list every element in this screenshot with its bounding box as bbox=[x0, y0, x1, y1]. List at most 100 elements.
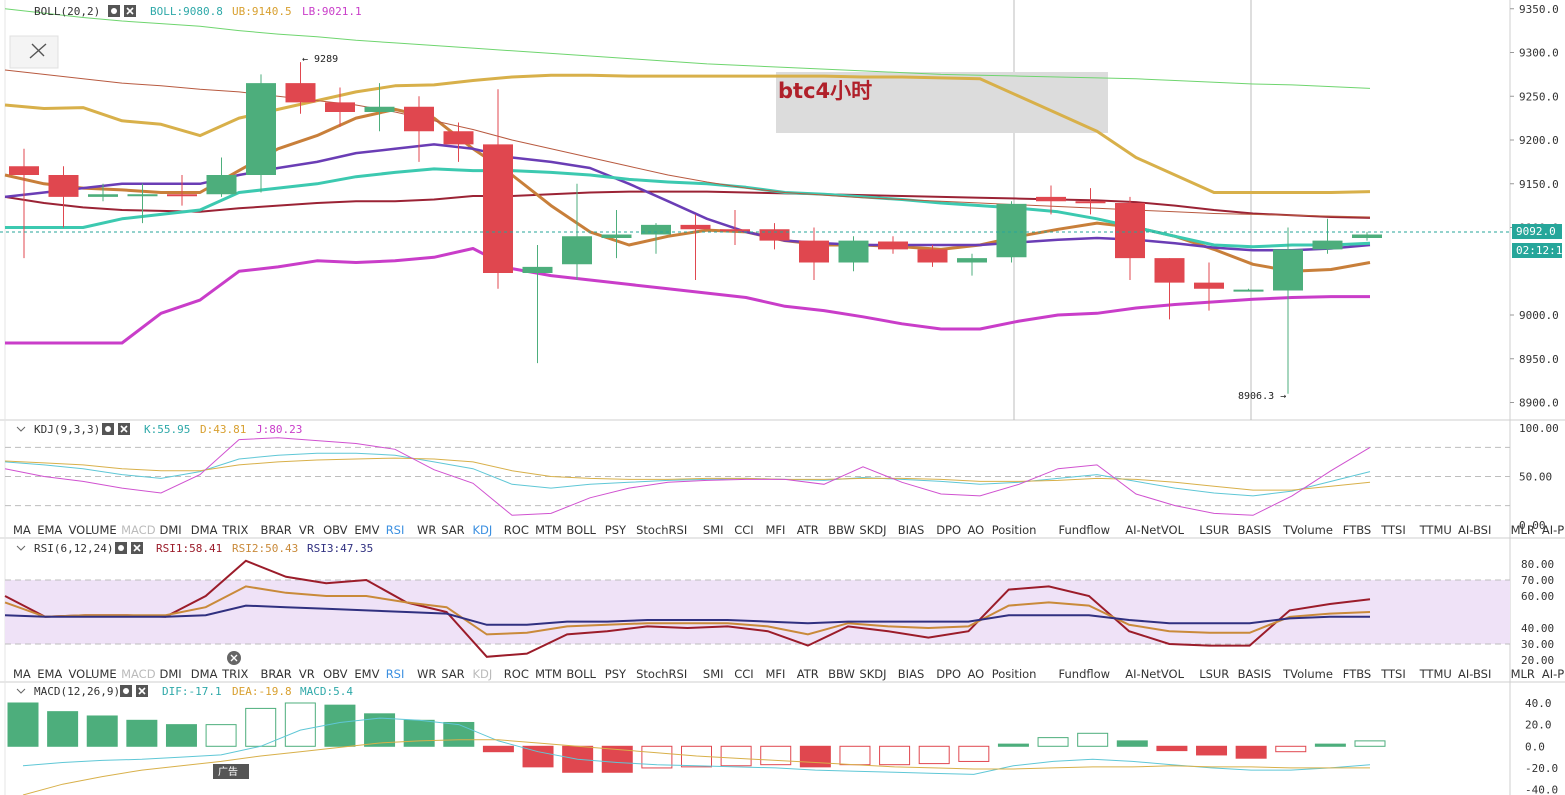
indicator-tab[interactable]: DMI bbox=[160, 667, 182, 681]
close-icon[interactable] bbox=[136, 685, 148, 697]
indicator-tab[interactable]: DMA bbox=[191, 523, 218, 537]
indicator-tab[interactable]: BOLL bbox=[566, 667, 596, 681]
indicator-tab[interactable]: DMI bbox=[160, 523, 182, 537]
indicator-tab[interactable]: AI-BSI bbox=[1458, 667, 1491, 681]
indicator-tab[interactable]: StochRSI bbox=[636, 667, 687, 681]
indicator-tab[interactable]: SAR bbox=[441, 667, 464, 681]
indicator-tab[interactable]: MACD bbox=[121, 667, 156, 681]
indicator-tab[interactable]: AI-PD bbox=[1542, 523, 1565, 537]
indicator-tab[interactable]: AO bbox=[968, 523, 985, 537]
indicator-tab[interactable]: DPO bbox=[936, 667, 961, 681]
indicator-tab[interactable]: BOLL bbox=[566, 523, 596, 537]
indicator-tab[interactable]: WR bbox=[417, 667, 436, 681]
indicator-tab[interactable]: BRAR bbox=[261, 667, 292, 681]
indicator-tab[interactable]: TVolume bbox=[1282, 523, 1333, 537]
indicator-tab[interactable]: ATR bbox=[797, 523, 819, 537]
indicator-tab[interactable]: SMI bbox=[703, 523, 724, 537]
indicator-tab[interactable]: TVolume bbox=[1282, 667, 1333, 681]
indicator-tab[interactable]: MACD bbox=[121, 523, 156, 537]
chevron-down-icon[interactable] bbox=[16, 426, 26, 432]
indicator-tab[interactable]: DPO bbox=[936, 523, 961, 537]
indicator-tab[interactable]: TRIX bbox=[221, 523, 248, 537]
indicator-tab[interactable]: SKDJ bbox=[859, 523, 886, 537]
macd-bar bbox=[403, 719, 435, 747]
indicator-tab[interactable]: TTSI bbox=[1380, 523, 1406, 537]
indicator-tab[interactable]: VR bbox=[299, 667, 315, 681]
indicator-tab[interactable]: LSUR bbox=[1199, 523, 1229, 537]
indicator-tab[interactable]: LSUR bbox=[1199, 667, 1229, 681]
indicator-tab[interactable]: BIAS bbox=[898, 667, 924, 681]
gear-icon[interactable] bbox=[108, 5, 120, 17]
indicator-tab[interactable]: OBV bbox=[323, 523, 348, 537]
indicator-tab[interactable]: MA bbox=[13, 667, 31, 681]
indicator-tab[interactable]: MTM bbox=[535, 523, 562, 537]
indicator-tab[interactable]: KDJ bbox=[473, 523, 493, 537]
indicator-tab[interactable]: RSI bbox=[386, 523, 405, 537]
chevron-down-icon[interactable] bbox=[16, 545, 26, 551]
indicator-tab[interactable]: PSY bbox=[605, 667, 627, 681]
macd-bar bbox=[522, 745, 554, 768]
indicator-tab[interactable]: TTMU bbox=[1419, 523, 1452, 537]
indicator-tab[interactable]: VOLUME bbox=[69, 523, 117, 537]
indicator-tab[interactable]: MA bbox=[13, 523, 31, 537]
indicator-tab[interactable]: MFI bbox=[766, 667, 786, 681]
indicator-tab[interactable]: FTBS bbox=[1343, 667, 1371, 681]
gear-icon[interactable] bbox=[115, 542, 127, 554]
indicator-tab[interactable]: AI-BSI bbox=[1458, 523, 1491, 537]
indicator-tab[interactable]: BASIS bbox=[1238, 667, 1272, 681]
indicator-tab[interactable]: Position bbox=[992, 667, 1037, 681]
chevron-down-icon[interactable] bbox=[16, 688, 26, 694]
indicator-tab[interactable]: TTMU bbox=[1419, 667, 1452, 681]
indicator-tab[interactable]: ROC bbox=[504, 667, 529, 681]
indicator-tab[interactable]: EMA bbox=[37, 667, 62, 681]
gear-icon[interactable] bbox=[120, 685, 132, 697]
indicator-tab[interactable]: ATR bbox=[797, 667, 819, 681]
indicator-tab[interactable]: VR bbox=[299, 523, 315, 537]
gear-icon[interactable] bbox=[102, 423, 114, 435]
close-icon[interactable] bbox=[118, 423, 130, 435]
indicator-tab[interactable]: BBW bbox=[828, 667, 855, 681]
indicator-tab[interactable]: SKDJ bbox=[859, 667, 886, 681]
indicator-tab[interactable]: FTBS bbox=[1343, 523, 1371, 537]
indicator-tab[interactable]: MLR bbox=[1511, 523, 1535, 537]
indicator-tab[interactable]: PSY bbox=[605, 523, 627, 537]
ad-badge[interactable]: 广告 bbox=[213, 764, 249, 779]
draw-tool-icon[interactable] bbox=[9, 35, 59, 69]
indicator-tab[interactable]: BBW bbox=[828, 523, 855, 537]
indicator-tab[interactable]: AI-NetVOL bbox=[1125, 523, 1184, 537]
kdj-legend: KDJ(9,3,3) K:55.95 D:43.81 J:80.23 bbox=[16, 423, 302, 436]
indicator-tab[interactable]: CCI bbox=[734, 667, 753, 681]
macd-histogram bbox=[7, 702, 1386, 773]
indicator-tab[interactable]: RSI bbox=[386, 667, 405, 681]
indicator-tab[interactable]: EMV bbox=[354, 667, 379, 681]
close-icon[interactable] bbox=[131, 542, 143, 554]
indicator-tab[interactable]: AI-NetVOL bbox=[1125, 667, 1184, 681]
indicator-tab[interactable]: VOLUME bbox=[69, 667, 117, 681]
indicator-tab[interactable]: StochRSI bbox=[636, 523, 687, 537]
indicator-tab[interactable]: SMI bbox=[703, 667, 724, 681]
indicator-tab[interactable]: KDJ bbox=[473, 667, 493, 681]
indicator-tab[interactable]: Fundflow bbox=[1059, 523, 1111, 537]
indicator-tab[interactable]: CCI bbox=[734, 523, 753, 537]
indicator-tab[interactable]: MFI bbox=[766, 523, 786, 537]
indicator-tab[interactable]: Fundflow bbox=[1059, 667, 1111, 681]
indicator-tab[interactable]: BRAR bbox=[261, 523, 292, 537]
indicator-tab[interactable]: TTSI bbox=[1380, 667, 1406, 681]
indicator-tab[interactable]: AO bbox=[968, 667, 985, 681]
indicator-tab[interactable]: MLR bbox=[1511, 667, 1535, 681]
indicator-tab[interactable]: BASIS bbox=[1238, 523, 1272, 537]
indicator-tab[interactable]: WR bbox=[417, 523, 436, 537]
indicator-tab[interactable]: SAR bbox=[441, 523, 464, 537]
indicator-tab[interactable]: Position bbox=[992, 523, 1037, 537]
indicator-tab[interactable]: MTM bbox=[535, 667, 562, 681]
indicator-tab[interactable]: BIAS bbox=[898, 523, 924, 537]
indicator-tab[interactable]: ROC bbox=[504, 523, 529, 537]
indicator-tab[interactable]: DMA bbox=[191, 667, 218, 681]
indicator-tab[interactable]: EMA bbox=[37, 523, 62, 537]
indicator-tab[interactable]: OBV bbox=[323, 667, 348, 681]
indicator-tab[interactable]: EMV bbox=[354, 523, 379, 537]
close-icon[interactable] bbox=[124, 5, 136, 17]
indicator-tab[interactable]: AI-PD bbox=[1542, 667, 1565, 681]
indicator-tab[interactable]: TRIX bbox=[221, 667, 248, 681]
close-circle-icon[interactable] bbox=[227, 651, 241, 665]
